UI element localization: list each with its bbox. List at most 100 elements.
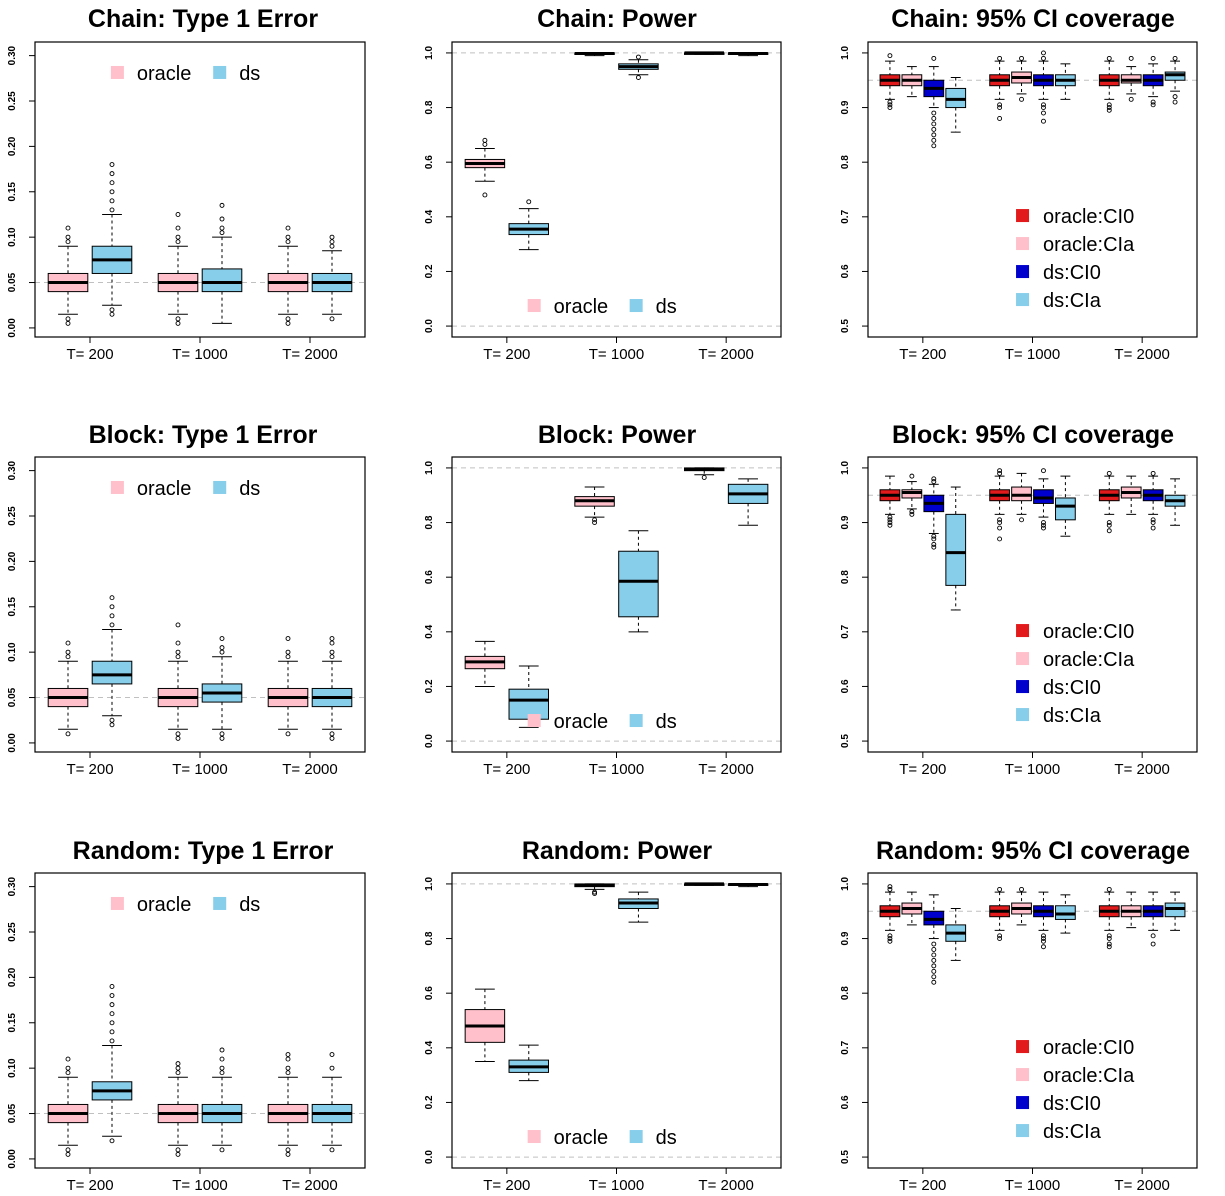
y-tick-label: 1.0 bbox=[424, 46, 435, 60]
y-tick-label: 0.8 bbox=[840, 155, 851, 169]
box-mark bbox=[508, 1044, 550, 1082]
legend-label: ds:CIa bbox=[1043, 705, 1102, 727]
y-tick-label: 0.7 bbox=[840, 1040, 851, 1054]
outlier-point bbox=[1150, 55, 1156, 61]
outlier-point bbox=[887, 938, 893, 944]
box-mark bbox=[618, 530, 659, 633]
outlier-point bbox=[285, 225, 291, 231]
outlier-point bbox=[109, 613, 115, 619]
x-tick-label: T= 2000 bbox=[282, 346, 337, 363]
outlier-point bbox=[997, 536, 1003, 542]
box-mark bbox=[683, 882, 725, 886]
x-tick-label: T= 200 bbox=[483, 761, 530, 778]
box-mark bbox=[47, 1056, 89, 1157]
series-oracle bbox=[464, 51, 725, 198]
outlier-point bbox=[285, 320, 291, 326]
outlier-point bbox=[997, 102, 1003, 108]
plot-frame bbox=[867, 872, 1198, 1169]
box-mark bbox=[464, 988, 506, 1062]
outlier-point bbox=[1150, 99, 1156, 105]
legend: oracle ds bbox=[527, 1127, 677, 1149]
outlier-point bbox=[1041, 118, 1046, 124]
legend: oracle ds bbox=[110, 478, 260, 500]
box-mark bbox=[201, 636, 243, 741]
box-mark bbox=[267, 225, 309, 326]
box-mark bbox=[1098, 886, 1120, 950]
box-mark bbox=[1164, 55, 1186, 105]
box-mark bbox=[727, 882, 769, 888]
outlier-point bbox=[109, 984, 115, 989]
box-mark bbox=[727, 51, 769, 57]
box-mark bbox=[945, 908, 967, 961]
box-iqr bbox=[618, 550, 659, 618]
box-mark bbox=[923, 894, 945, 985]
outlier-point bbox=[109, 162, 115, 167]
outlier-point bbox=[329, 636, 335, 641]
outlier-point bbox=[1041, 525, 1046, 531]
panel-2: Chain: Power 0.0 0.2 0.4 0.6 0.8 1.0 T= 200 T= 1… bbox=[424, 5, 782, 363]
y-tick-label: 0.30 bbox=[7, 45, 18, 65]
outlier-point bbox=[997, 933, 1003, 939]
box-iqr bbox=[508, 688, 550, 720]
outlier-point bbox=[997, 116, 1003, 121]
x-tick-label: T= 200 bbox=[66, 346, 113, 363]
y-tick-label: 0.6 bbox=[424, 155, 435, 169]
outlier-point bbox=[1041, 936, 1046, 942]
y-tick-label: 0.9 bbox=[840, 100, 851, 114]
outlier-point bbox=[887, 520, 893, 526]
outlier-point bbox=[931, 541, 937, 547]
y-tick-label: 0.9 bbox=[840, 931, 851, 945]
box-mark bbox=[683, 51, 725, 55]
legend-label: ds bbox=[656, 711, 677, 733]
x-axis: T= 200 T= 1000 T= 2000 bbox=[899, 1168, 1170, 1194]
outlier-point bbox=[1128, 96, 1134, 102]
box-mark bbox=[91, 984, 133, 1144]
y-tick-label: 0.8 bbox=[424, 100, 435, 114]
y-tick-label: 0.4 bbox=[424, 624, 435, 638]
y-tick-label: 0.0 bbox=[424, 1150, 435, 1164]
legend-swatch bbox=[1016, 237, 1030, 251]
outlier-point bbox=[329, 1065, 335, 1071]
y-tick-label: 0.0 bbox=[424, 734, 435, 748]
outlier-point bbox=[1041, 102, 1046, 108]
x-axis: T= 200 T= 1000 T= 2000 bbox=[66, 1168, 338, 1194]
plot-frame bbox=[451, 41, 782, 338]
outlier-point bbox=[635, 75, 641, 80]
outlier-point bbox=[65, 234, 71, 240]
outlier-point bbox=[175, 316, 181, 322]
series-oracle-CI0 bbox=[879, 884, 1120, 950]
outlier-point bbox=[1106, 944, 1112, 950]
x-tick-label: T= 2000 bbox=[698, 1177, 753, 1194]
x-tick-label: T= 1000 bbox=[589, 1177, 644, 1194]
legend-label: ds bbox=[239, 894, 260, 916]
outlier-point bbox=[526, 199, 532, 205]
outlier-point bbox=[1106, 55, 1112, 61]
outlier-point bbox=[109, 622, 115, 628]
outlier-point bbox=[65, 640, 71, 646]
series-ds-CIa bbox=[945, 891, 1186, 961]
outlier-point bbox=[175, 654, 181, 660]
y-tick-label: 0.30 bbox=[7, 460, 18, 480]
outlier-point bbox=[329, 1052, 335, 1057]
box-iqr bbox=[1055, 497, 1076, 521]
y-axis: 0.0 0.2 0.4 0.6 0.8 1.0 bbox=[424, 877, 452, 1164]
x-tick-label: T= 1000 bbox=[172, 346, 227, 363]
box-mark bbox=[879, 475, 901, 528]
outlier-point bbox=[887, 936, 893, 942]
outlier-point bbox=[175, 225, 181, 231]
box-mark bbox=[1142, 470, 1164, 531]
outlier-point bbox=[175, 239, 181, 245]
outlier-point bbox=[931, 544, 937, 550]
y-tick-label: 0.9 bbox=[840, 515, 851, 529]
legend-label: ds:CI0 bbox=[1043, 1093, 1101, 1115]
outlier-point bbox=[909, 473, 915, 479]
outlier-point bbox=[931, 941, 937, 947]
outlier-point bbox=[109, 595, 115, 601]
x-axis: T= 200 T= 1000 T= 2000 bbox=[899, 337, 1170, 363]
outlier-point bbox=[931, 536, 937, 542]
plot-frame bbox=[867, 456, 1198, 753]
panel-title: Random: Power bbox=[522, 837, 713, 865]
box-mark bbox=[1120, 55, 1142, 102]
outlier-point bbox=[65, 649, 71, 655]
outlier-point bbox=[887, 884, 893, 890]
